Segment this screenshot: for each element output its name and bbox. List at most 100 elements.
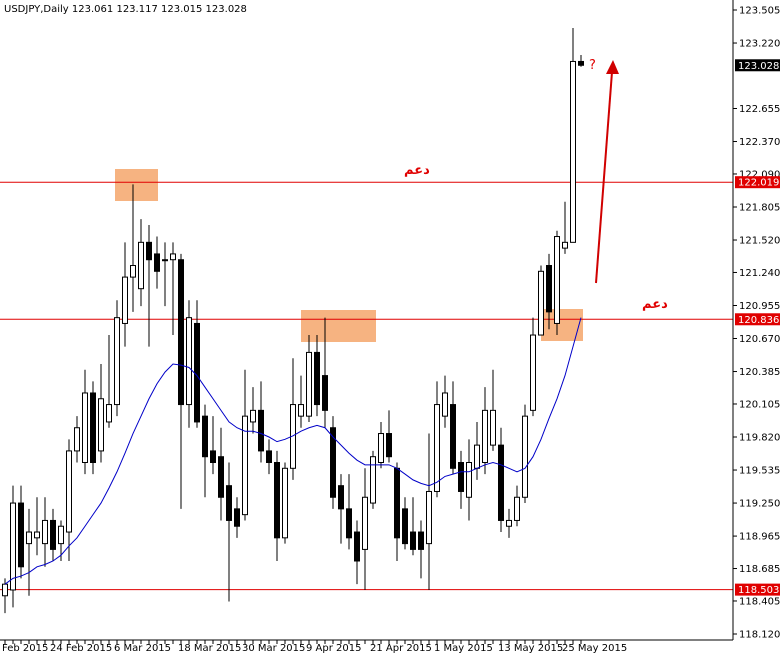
candle-body [370,456,376,504]
annotation: دعم [642,297,668,312]
candle-body [34,531,40,539]
y-tick-label: 123.220 [739,39,780,50]
candle-body [154,253,160,272]
candle-body [162,259,168,262]
annotation: ? [589,58,596,73]
x-tick-label: 6 Mar 2015 [114,643,171,653]
candle-body [282,467,288,539]
candle-body [106,404,112,423]
candle-body [538,270,544,336]
x-tick-label: 30 Mar 2015 [242,643,305,653]
price-label-box [735,313,780,326]
y-tick-label: 122.655 [739,104,780,115]
candle-body [18,502,24,568]
candle-body [346,508,352,539]
y-tick-label: 120.670 [739,334,780,345]
candle-body [274,462,280,539]
x-tick-label: 18 Mar 2015 [178,643,241,653]
header-open: 123.061 [72,4,113,15]
annotation: دعم [404,163,430,178]
y-tick-label: 122.370 [739,137,780,148]
candle-body [50,519,56,550]
header-high: 123.117 [116,4,157,15]
candle-body [434,404,440,492]
candle-body [306,351,312,417]
candle-body [90,392,96,464]
price-label-box [735,583,780,596]
candle-body [426,490,432,545]
y-tick-label: 119.535 [739,466,780,477]
candle-body [194,322,200,423]
candle-body [66,450,72,533]
y-tick-label: 121.240 [739,268,780,279]
candle-body [570,60,576,243]
candle-body [58,525,64,545]
last-price-box [735,59,780,72]
candle-body [226,485,232,521]
candle-body [218,456,224,498]
y-tick-label: 118.965 [739,532,780,543]
candle-body [482,409,488,464]
candle-body [458,462,464,492]
candle-body [522,415,528,498]
candle-body [498,444,504,521]
header-close: 123.028 [206,4,247,15]
moving-average [4,317,582,585]
highlight-box [541,309,583,341]
candle-body [330,427,336,498]
candle-body [170,253,176,261]
candle-body [474,444,480,469]
candle-body [186,317,192,406]
candle-body [250,409,256,423]
candle-body [146,241,152,261]
candle-body [2,583,8,597]
candle-body [354,531,360,562]
candle-body [258,409,264,452]
candle-body [178,259,184,406]
y-tick-label: 122.090 [739,169,780,180]
last-price-label: 123.028 [738,61,779,72]
symbol: USDJPY,Daily [4,4,69,15]
plot-area [0,27,733,614]
y-tick-label: 120.955 [739,301,780,312]
candle-body [514,496,520,521]
price-label: 122.019 [738,178,779,189]
candle-body [506,519,512,527]
y-tick-label: 119.250 [739,499,780,510]
candle-body [234,508,240,527]
candle-body [554,236,560,324]
price-label: 118.503 [738,585,779,596]
candle-body [114,317,120,406]
y-tick-label: 123.505 [739,6,780,17]
price-label: 120.836 [738,315,779,326]
candle-body [322,375,328,411]
candle-body [202,415,208,458]
y-tick-label: 118.405 [739,596,780,607]
y-tick-label: 120.385 [739,367,780,378]
header-low: 123.015 [161,4,202,15]
candle-body [298,404,304,417]
y-tick-label: 118.685 [739,564,780,575]
x-tick-label: 24 Feb 2015 [50,643,112,653]
candle-body [530,334,536,411]
candle-body [338,485,344,510]
highlight-box [301,310,376,342]
candle-body [74,427,80,452]
x-tick-label: Feb 2015 [2,643,48,653]
candle-body [82,392,88,464]
candle-body [410,531,416,550]
x-tick-label: 13 May 2015 [498,643,563,653]
candle-body [562,241,568,249]
y-tick-label: 120.105 [739,399,780,410]
candle-body [466,462,472,498]
candle-body [138,241,144,290]
candle-body [130,265,136,278]
candle-body [442,392,448,417]
candle-body [98,398,104,452]
y-tick-label: 121.520 [739,236,780,247]
candle-body [402,508,408,545]
x-tick-label: 21 Apr 2015 [370,643,432,653]
candle-body [42,519,48,545]
price-label-box [735,176,780,189]
candle-body [578,60,584,66]
